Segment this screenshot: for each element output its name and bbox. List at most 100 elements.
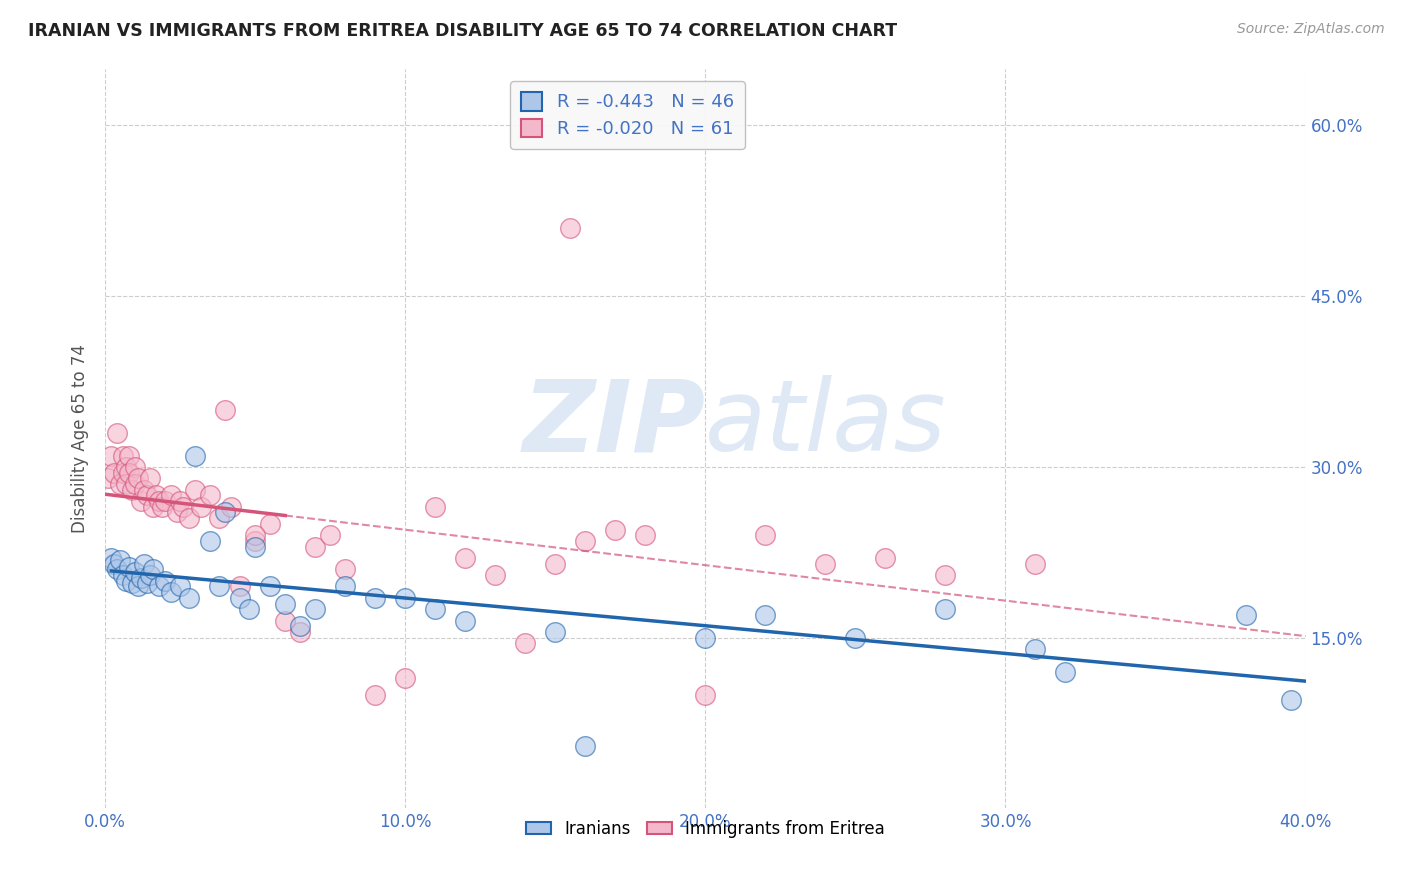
Point — [319, 528, 342, 542]
Point — [136, 488, 159, 502]
Point — [515, 636, 537, 650]
Point — [160, 488, 183, 502]
Point — [118, 466, 141, 480]
Point — [425, 602, 447, 616]
Point — [274, 597, 297, 611]
Point — [605, 523, 627, 537]
Point — [112, 466, 135, 480]
Point — [229, 579, 252, 593]
Point — [934, 602, 956, 616]
Legend: Iranians, Immigrants from Eritrea: Iranians, Immigrants from Eritrea — [519, 814, 891, 845]
Point — [754, 528, 776, 542]
Point — [259, 516, 281, 531]
Point — [160, 585, 183, 599]
Point — [129, 572, 152, 586]
Point — [127, 471, 149, 485]
Point — [394, 671, 416, 685]
Point — [97, 471, 120, 485]
Point — [105, 425, 128, 440]
Point — [754, 607, 776, 622]
Y-axis label: Disability Age 65 to 74: Disability Age 65 to 74 — [72, 344, 89, 533]
Point — [110, 477, 132, 491]
Point — [142, 500, 165, 514]
Point — [844, 631, 866, 645]
Text: ZIP: ZIP — [523, 376, 706, 472]
Point — [1024, 642, 1046, 657]
Point — [304, 540, 326, 554]
Point — [112, 449, 135, 463]
Point — [103, 466, 125, 480]
Point — [1234, 607, 1257, 622]
Point — [169, 579, 191, 593]
Text: Source: ZipAtlas.com: Source: ZipAtlas.com — [1237, 22, 1385, 37]
Text: IRANIAN VS IMMIGRANTS FROM ERITREA DISABILITY AGE 65 TO 74 CORRELATION CHART: IRANIAN VS IMMIGRANTS FROM ERITREA DISAB… — [28, 22, 897, 40]
Point — [139, 471, 162, 485]
Point — [208, 511, 231, 525]
Point — [245, 533, 267, 548]
Point — [394, 591, 416, 605]
Point — [155, 494, 177, 508]
Point — [695, 631, 717, 645]
Point — [245, 528, 267, 542]
Point — [100, 449, 122, 463]
Point — [934, 568, 956, 582]
Point — [129, 494, 152, 508]
Point — [169, 494, 191, 508]
Point — [454, 614, 477, 628]
Point — [335, 579, 357, 593]
Point — [484, 568, 506, 582]
Point — [544, 625, 567, 640]
Point — [259, 579, 281, 593]
Point — [115, 477, 138, 491]
Point — [574, 533, 596, 548]
Point — [290, 619, 312, 633]
Point — [560, 220, 582, 235]
Point — [134, 557, 156, 571]
Point — [134, 483, 156, 497]
Point — [172, 500, 194, 514]
Point — [110, 553, 132, 567]
Point — [124, 459, 146, 474]
Point — [155, 574, 177, 588]
Point — [200, 488, 222, 502]
Point — [304, 602, 326, 616]
Point — [184, 449, 207, 463]
Point — [238, 602, 260, 616]
Point — [200, 533, 222, 548]
Point — [454, 551, 477, 566]
Point — [166, 506, 188, 520]
Point — [814, 557, 837, 571]
Point — [112, 568, 135, 582]
Point — [190, 500, 212, 514]
Point — [208, 579, 231, 593]
Point — [875, 551, 897, 566]
Point — [115, 574, 138, 588]
Point — [425, 500, 447, 514]
Point — [118, 560, 141, 574]
Point — [179, 591, 201, 605]
Point — [219, 500, 242, 514]
Point — [121, 483, 143, 497]
Point — [148, 579, 170, 593]
Point — [574, 739, 596, 753]
Point — [695, 688, 717, 702]
Point — [1024, 557, 1046, 571]
Point — [214, 403, 236, 417]
Point — [139, 568, 162, 582]
Point — [290, 625, 312, 640]
Point — [142, 562, 165, 576]
Point — [335, 562, 357, 576]
Point — [124, 477, 146, 491]
Point — [103, 557, 125, 571]
Point — [1279, 693, 1302, 707]
Point — [214, 506, 236, 520]
Point — [1054, 665, 1077, 679]
Point — [105, 562, 128, 576]
Point — [118, 449, 141, 463]
Point — [100, 551, 122, 566]
Point — [229, 591, 252, 605]
Point — [364, 591, 387, 605]
Point — [115, 459, 138, 474]
Point — [145, 488, 167, 502]
Point — [634, 528, 657, 542]
